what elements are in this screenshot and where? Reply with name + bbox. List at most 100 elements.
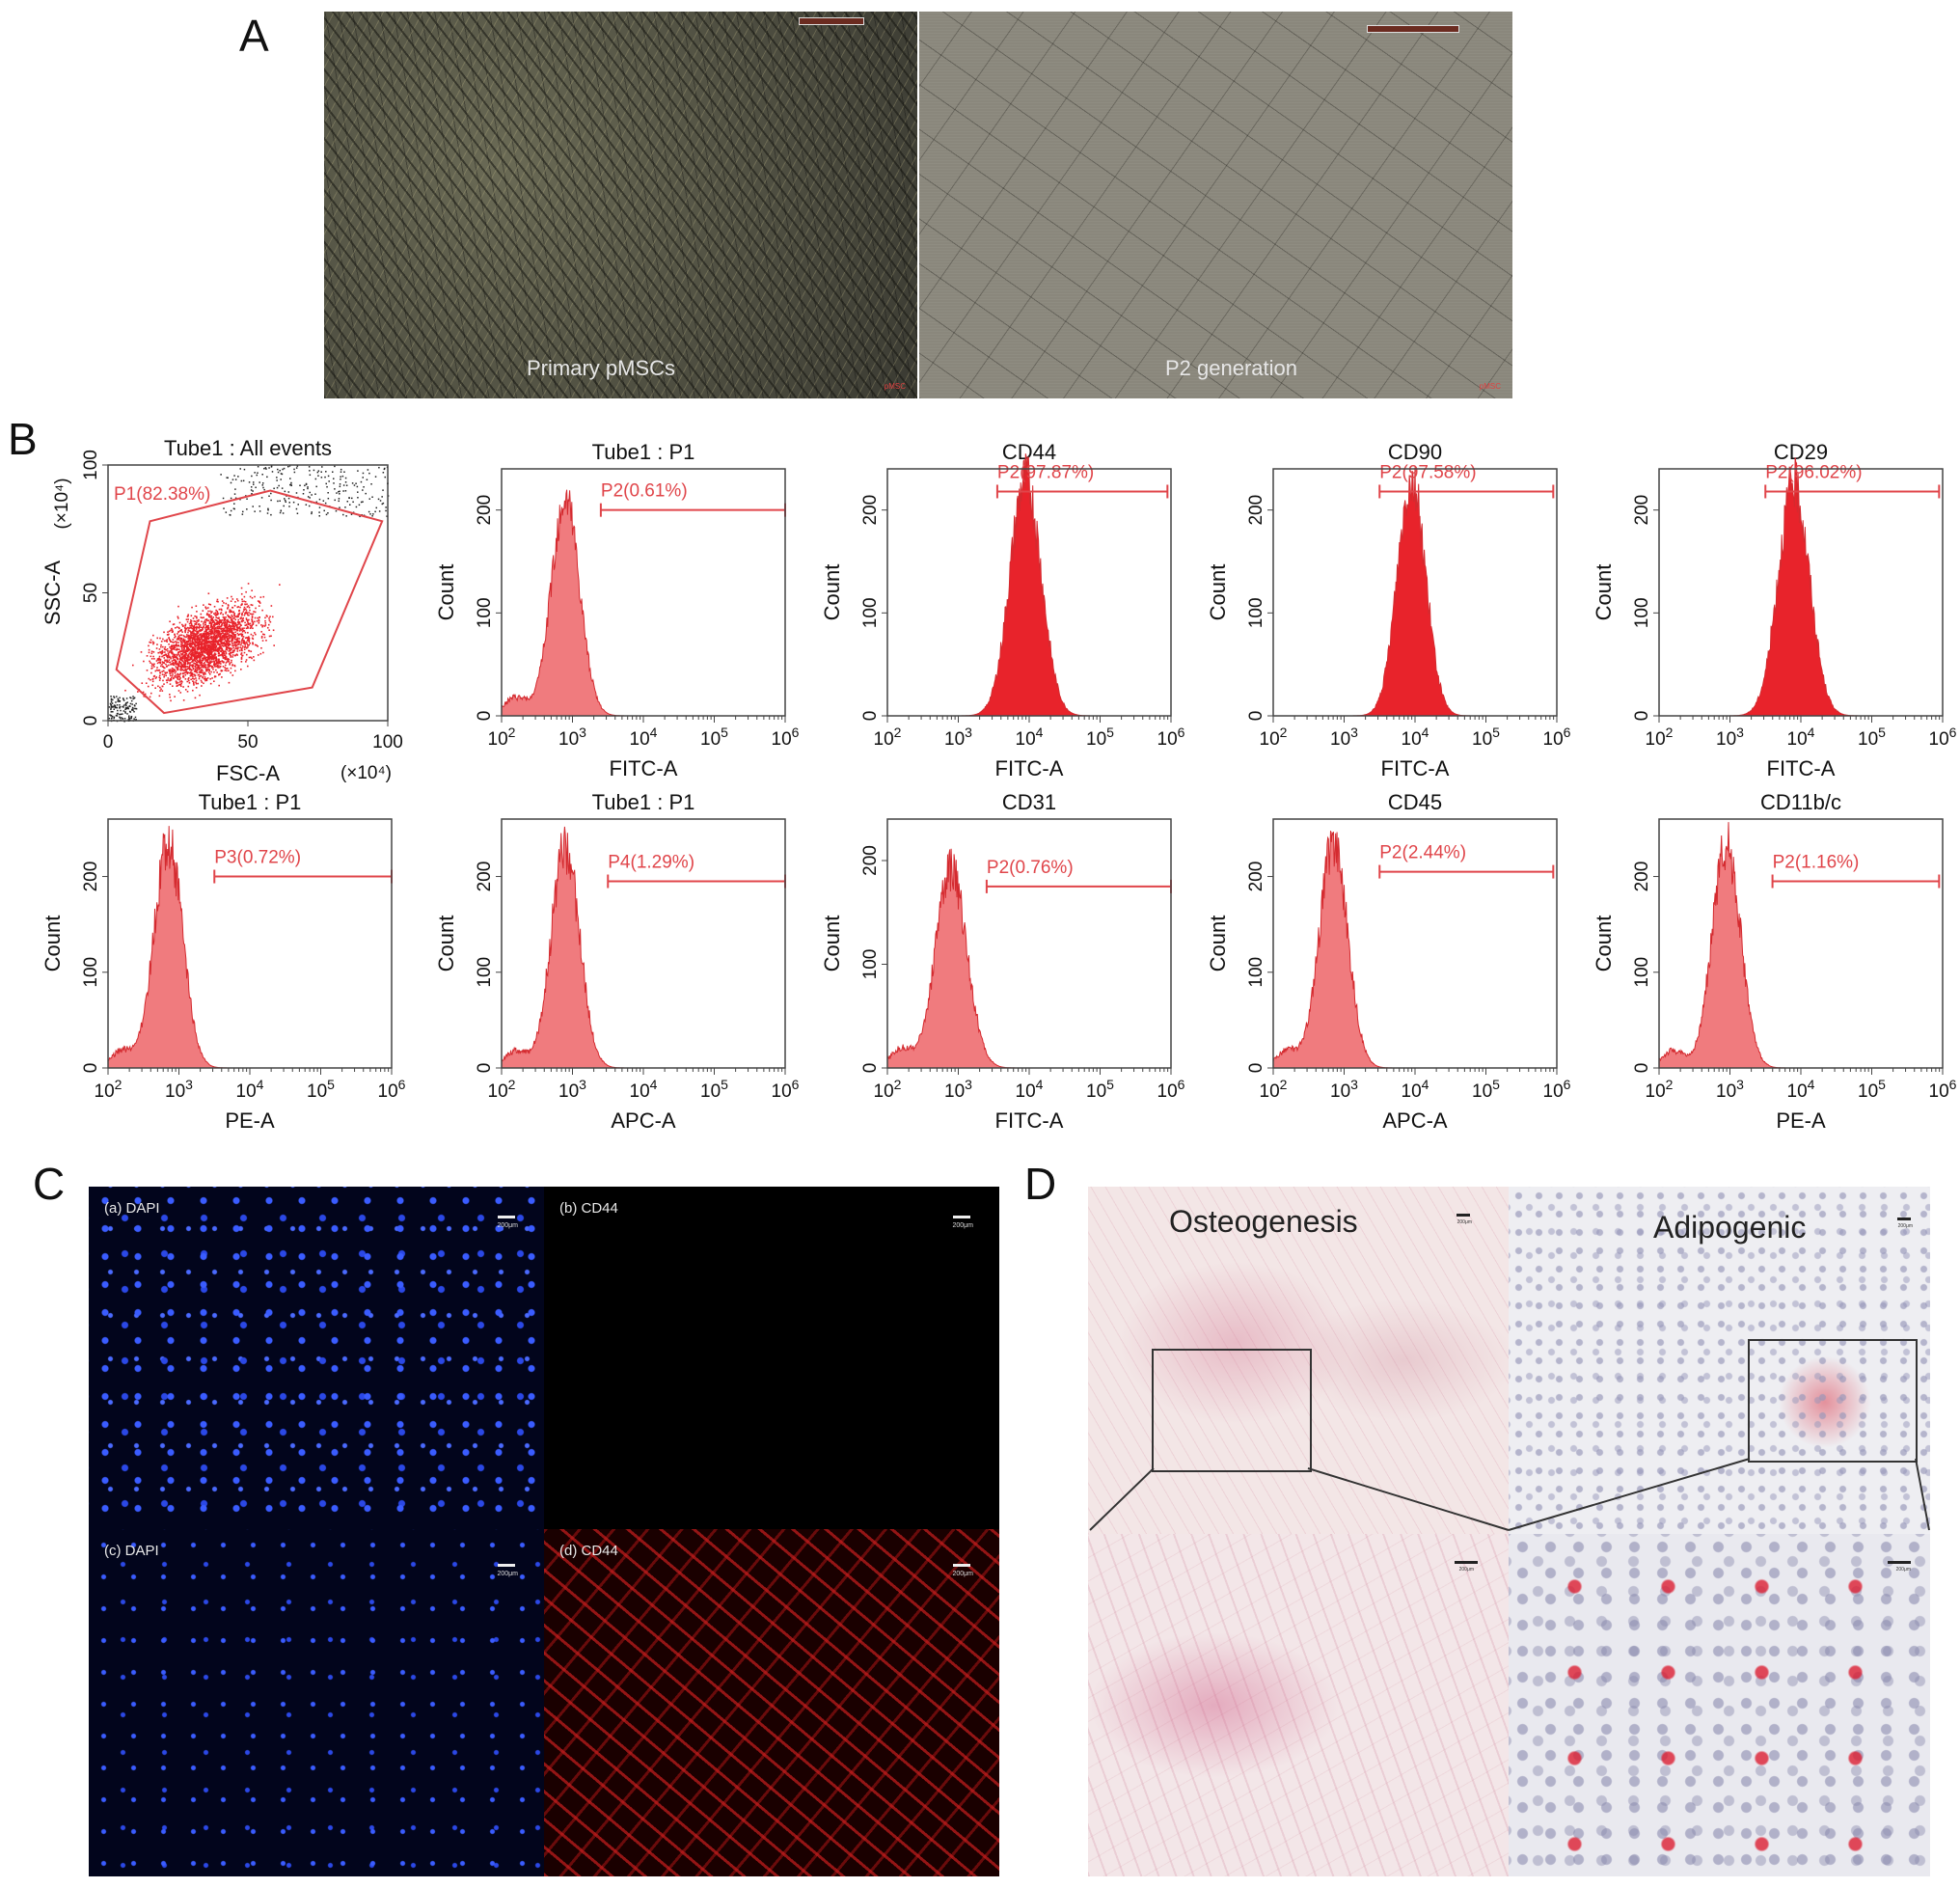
- event-point: [182, 656, 185, 658]
- event-point: [317, 475, 319, 477]
- event-point: [240, 653, 242, 655]
- event-point: [217, 661, 220, 663]
- event-point: [231, 614, 233, 616]
- event-point: [219, 654, 222, 656]
- event-point: [120, 713, 122, 716]
- osteogenesis-image: Osteogenesis 200μm: [1088, 1187, 1509, 1534]
- x-tick-label: 103: [1716, 725, 1744, 750]
- event-point: [208, 673, 211, 675]
- event-point: [181, 654, 183, 656]
- event-point: [198, 673, 201, 676]
- event-point: [231, 640, 233, 642]
- event-point: [200, 671, 203, 674]
- event-point: [169, 674, 172, 677]
- event-point: [181, 652, 184, 654]
- event-point: [189, 670, 192, 673]
- event-point: [255, 624, 258, 627]
- event-point: [227, 626, 230, 629]
- event-point: [270, 605, 273, 607]
- event-point: [257, 472, 259, 474]
- event-point: [116, 696, 118, 698]
- event-point: [197, 641, 199, 643]
- event-point: [223, 602, 225, 604]
- event-point: [229, 634, 231, 637]
- event-point: [254, 620, 256, 623]
- event-point: [220, 612, 223, 614]
- event-point: [183, 626, 186, 629]
- event-point: [270, 465, 273, 467]
- event-point: [196, 616, 198, 619]
- event-point: [193, 678, 196, 680]
- event-point: [176, 639, 178, 641]
- image-caption: P2 generation: [1165, 356, 1297, 380]
- event-point: [206, 646, 209, 649]
- event-point: [129, 711, 132, 713]
- event-point: [158, 669, 161, 671]
- event-point: [220, 670, 223, 671]
- event-point: [200, 645, 203, 648]
- event-point: [273, 487, 275, 490]
- event-point: [263, 467, 265, 470]
- event-point: [218, 635, 220, 638]
- event-point: [163, 631, 165, 634]
- event-point: [119, 697, 121, 699]
- event-point: [219, 618, 221, 621]
- x-tick-label: 100: [372, 732, 403, 752]
- event-point: [180, 634, 183, 637]
- event-point: [183, 659, 186, 661]
- event-point: [205, 644, 207, 646]
- event-point: [182, 670, 185, 671]
- event-point: [254, 616, 257, 619]
- event-point: [234, 644, 237, 646]
- event-point: [134, 707, 137, 710]
- event-point: [245, 661, 247, 663]
- event-point: [192, 668, 195, 670]
- event-point: [221, 670, 224, 672]
- event-point: [191, 649, 193, 652]
- event-point: [200, 667, 202, 670]
- event-point: [187, 662, 189, 664]
- event-point: [110, 715, 112, 717]
- event-point: [191, 643, 194, 645]
- event-point: [269, 616, 271, 617]
- event-point: [230, 509, 232, 512]
- event-point: [240, 652, 243, 654]
- event-point: [189, 662, 192, 664]
- event-point: [181, 642, 183, 644]
- event-point: [159, 690, 161, 692]
- event-point: [236, 648, 239, 650]
- event-point: [140, 651, 143, 653]
- event-point: [169, 646, 171, 648]
- event-point: [195, 679, 198, 682]
- x-tick-label: 104: [1787, 725, 1815, 750]
- event-point: [225, 602, 228, 605]
- event-point: [215, 663, 218, 665]
- event-point: [171, 627, 173, 630]
- event-point: [158, 676, 161, 679]
- gate-label: P2(0.61%): [601, 481, 688, 502]
- event-point: [211, 611, 213, 613]
- event-point: [226, 661, 229, 663]
- event-point: [258, 619, 260, 622]
- event-point: [207, 603, 210, 606]
- event-point: [113, 716, 116, 719]
- event-point: [204, 626, 207, 628]
- event-point: [252, 613, 255, 616]
- event-point: [166, 633, 169, 636]
- event-point: [186, 690, 189, 693]
- event-point: [229, 641, 231, 643]
- event-point: [202, 649, 204, 652]
- event-point: [204, 660, 207, 663]
- event-point: [214, 633, 216, 635]
- event-point: [342, 484, 345, 486]
- x-tick-label: 103: [944, 725, 972, 750]
- event-point: [359, 515, 361, 518]
- event-point: [217, 633, 219, 635]
- event-point: [290, 481, 292, 484]
- event-point: [194, 648, 197, 650]
- event-point: [156, 667, 158, 669]
- event-point: [124, 706, 127, 709]
- event-point: [177, 642, 179, 643]
- event-point: [246, 637, 249, 640]
- event-point: [182, 641, 184, 643]
